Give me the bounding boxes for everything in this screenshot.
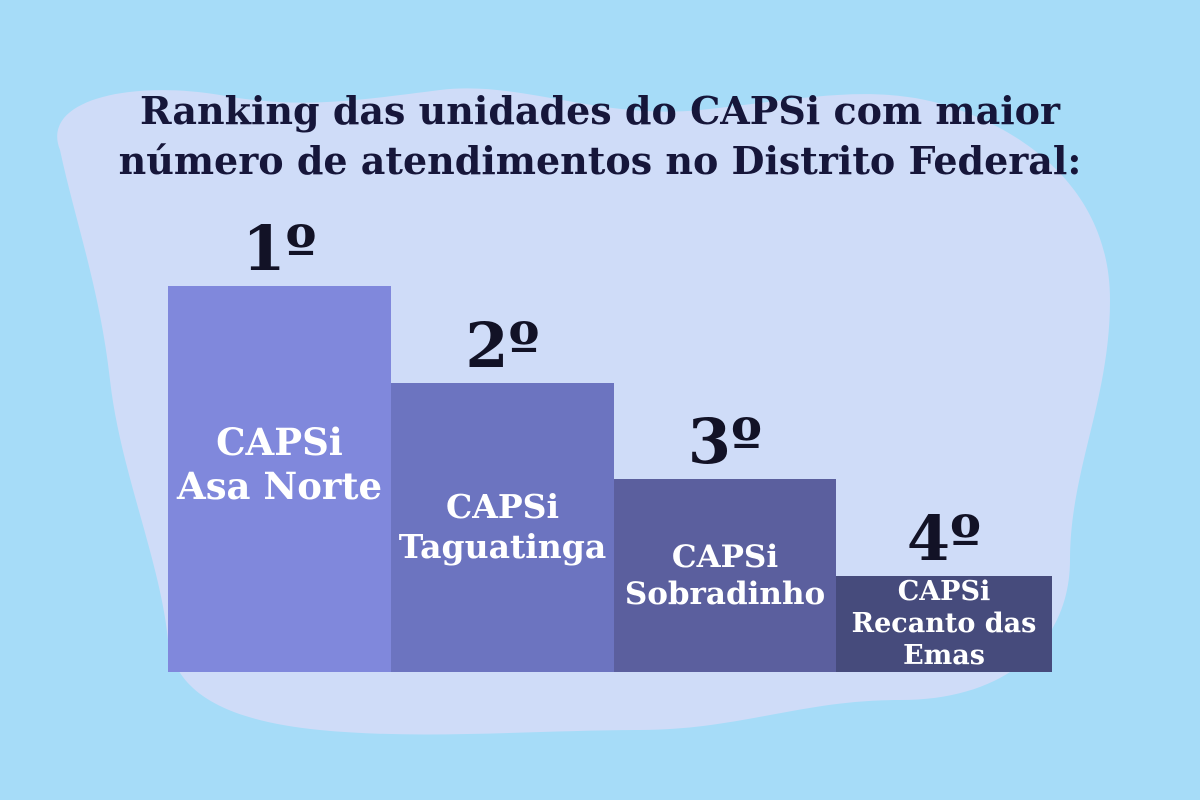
podium-bar: CAPSi Asa Norte: [168, 286, 391, 672]
chart-title-line-2: número de atendimentos no Distrito Feder…: [118, 138, 1082, 183]
bar-label: CAPSi Sobradinho: [624, 538, 826, 612]
chart-title-line-1: Ranking das unidades do CAPSi com maior: [139, 88, 1061, 133]
chart-title: Ranking das unidades do CAPSi com maior …: [100, 86, 1100, 186]
rank-label: 4º: [906, 501, 982, 575]
bar-label: CAPSi Taguatinga: [398, 487, 607, 567]
podium-bar: CAPSi Sobradinho: [614, 479, 836, 672]
bar-label: CAPSi Asa Norte: [176, 420, 383, 508]
podium-bar: CAPSi Recanto das Emas: [836, 575, 1052, 672]
bar-label: CAPSi Recanto das Emas: [851, 575, 1037, 671]
rank-label: 2º: [465, 308, 540, 382]
rank-label: 1º: [242, 212, 317, 285]
podium-bar: CAPSi Taguatinga: [391, 382, 614, 672]
rank-label: 3º: [687, 405, 763, 478]
